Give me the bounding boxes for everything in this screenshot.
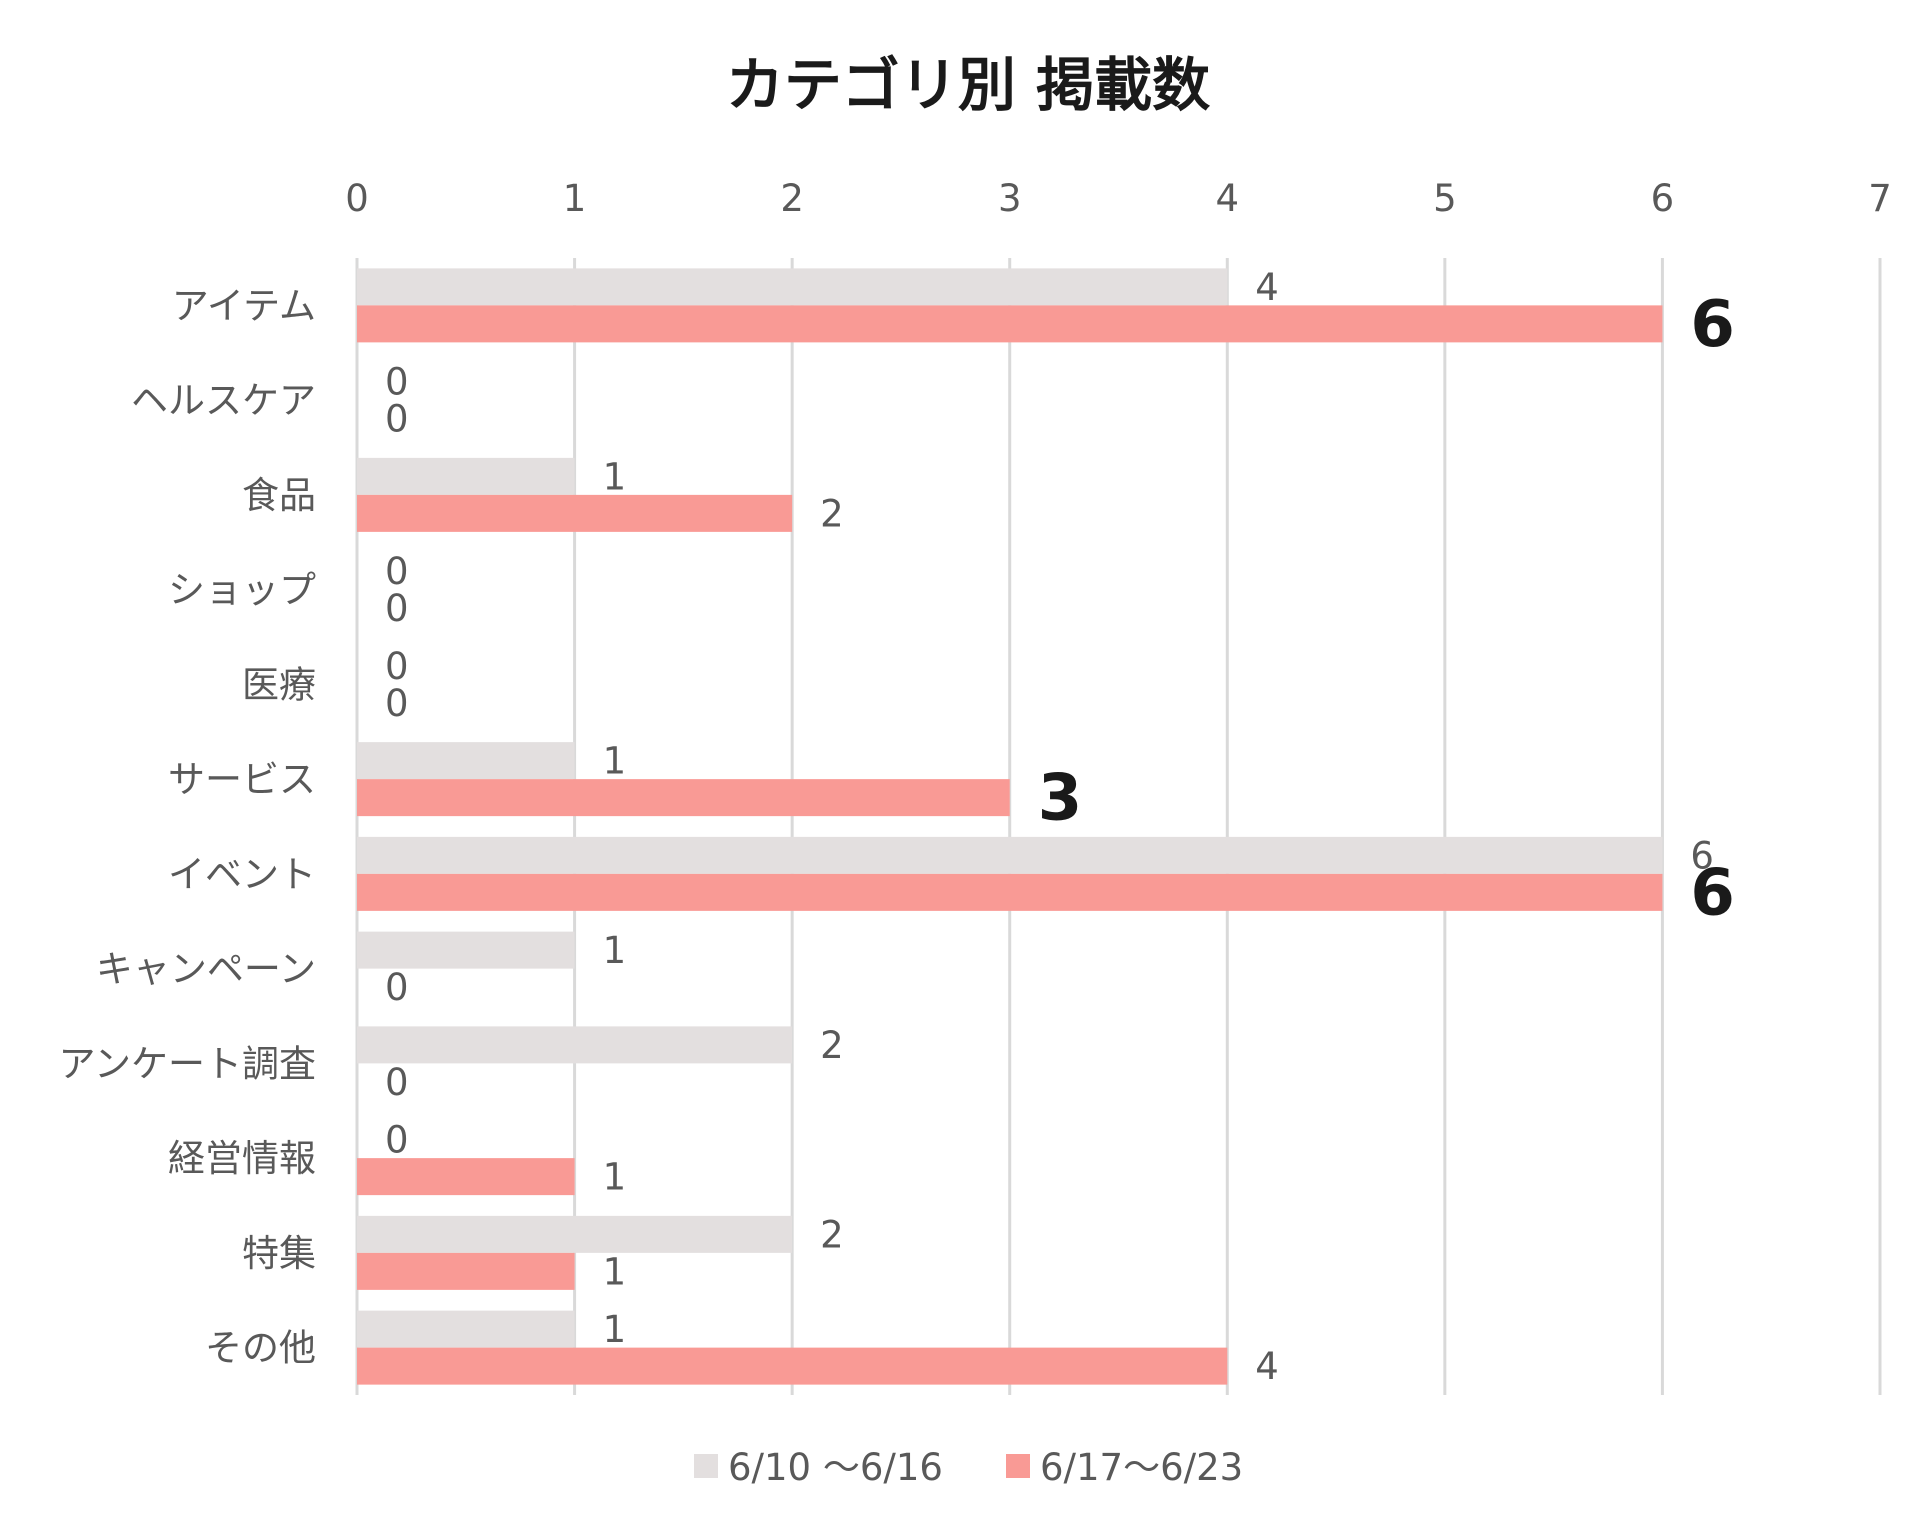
x-tick-label: 1 (563, 177, 587, 220)
data-label: 1 (603, 455, 627, 498)
category-label: キャンペーン (96, 948, 316, 991)
x-tick-label: 4 (1216, 177, 1240, 220)
bar-series-1 (357, 836, 1663, 874)
bar-series-2 (357, 1347, 1228, 1385)
gridlines (355, 258, 1882, 1395)
category-label: 経営情報 (168, 1137, 316, 1180)
category-label: 食品 (242, 474, 316, 517)
bars (357, 268, 1663, 1385)
bar-series-1 (357, 1026, 793, 1064)
x-tick-label: 7 (1868, 177, 1892, 220)
bar-series-1 (357, 742, 575, 780)
data-label-emphasized: 6 (1690, 856, 1735, 930)
legend-swatch (694, 1454, 718, 1478)
chart-title: カテゴリ別 掲載数 (726, 51, 1210, 119)
data-label: 0 (385, 587, 409, 630)
category-label: 医療 (242, 663, 316, 706)
x-tick-label: 5 (1433, 177, 1457, 220)
bar-series-2 (357, 1158, 575, 1196)
x-axis-ticks: 0 1 2 3 4 5 6 7 (345, 177, 1892, 220)
data-label: 2 (820, 492, 844, 535)
data-label-emphasized: 6 (1690, 288, 1735, 362)
category-label: ショップ (168, 569, 316, 612)
bar-series-1 (357, 1310, 575, 1348)
bar-series-2 (357, 1252, 575, 1290)
x-tick-label: 2 (780, 177, 804, 220)
data-label: 0 (385, 1061, 409, 1104)
data-label: 0 (385, 645, 409, 688)
category-label: ヘルスケア (131, 379, 316, 422)
category-label: イベント (168, 853, 316, 896)
data-label: 1 (603, 929, 627, 972)
legend: 6/10 ～6/16 6/17～6/23 (694, 1446, 1243, 1489)
legend-label: 6/10 ～6/16 (728, 1446, 943, 1489)
x-tick-label: 0 (345, 177, 369, 220)
data-label-emphasized: 3 (1038, 762, 1083, 836)
data-label: 0 (385, 398, 409, 441)
data-label: 1 (603, 1250, 627, 1293)
data-label: 6 (1690, 834, 1714, 877)
data-label: 0 (385, 682, 409, 725)
bar-series-1 (357, 268, 1228, 306)
category-label: 特集 (242, 1232, 316, 1275)
bar-series-1 (357, 931, 575, 969)
category-label: サービス (168, 758, 316, 801)
bar-series-2 (357, 494, 793, 532)
legend-label: 6/17～6/23 (1040, 1446, 1243, 1489)
data-label: 1 (603, 740, 627, 783)
bar-series-2 (357, 873, 1663, 911)
data-label: 4 (1255, 1345, 1279, 1388)
bar-series-2 (357, 779, 1010, 817)
data-label: 2 (820, 1024, 844, 1067)
y-axis-categories: アイテムヘルスケア食品ショップ医療サービスイベントキャンペーンアンケート調査経営… (58, 284, 316, 1369)
legend-swatch (1006, 1454, 1030, 1478)
data-label: 1 (603, 1308, 627, 1351)
category-label: アイテム (172, 284, 316, 327)
data-label: 0 (385, 361, 409, 404)
bar-series-1 (357, 457, 575, 495)
x-tick-label: 6 (1651, 177, 1675, 220)
category-label: その他 (205, 1327, 316, 1370)
data-label: 4 (1255, 266, 1279, 309)
data-label: 2 (820, 1213, 844, 1256)
bar-series-1 (357, 1215, 793, 1253)
data-label: 1 (603, 1156, 627, 1199)
category-label: アンケート調査 (58, 1042, 316, 1085)
x-tick-label: 3 (998, 177, 1022, 220)
bar-series-2 (357, 305, 1663, 343)
data-label: 0 (385, 550, 409, 593)
data-label: 0 (385, 966, 409, 1009)
data-label: 0 (385, 1119, 409, 1162)
